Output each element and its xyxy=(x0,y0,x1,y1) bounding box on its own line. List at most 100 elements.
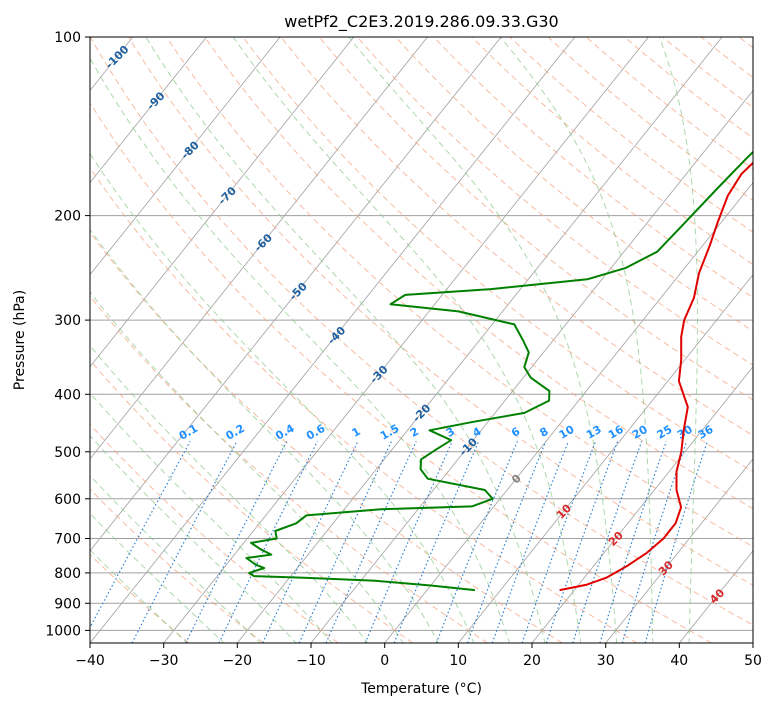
y-tick-label: 800 xyxy=(54,566,81,582)
background-line-labels: 0.1 0.2 0.4 0.6 1 1.5 2 3 4 6 8 10 13 16 20 25 30 36-100-… xyxy=(103,43,728,607)
moist-adiabat-line xyxy=(90,344,369,643)
adiabat-label: -60 xyxy=(252,231,275,254)
y-tick-label: 100 xyxy=(54,30,81,46)
moist-adiabat-line xyxy=(658,37,698,643)
y-tick-label: 300 xyxy=(54,313,81,329)
mixing-ratio-label: 0.1 xyxy=(177,422,200,443)
profile-lines xyxy=(245,150,753,592)
mixing-ratio-line xyxy=(90,441,191,629)
mixing-ratio-label: 1 xyxy=(350,425,363,440)
mixing-ratio-line xyxy=(364,441,453,643)
mixing-ratio-line xyxy=(325,441,417,643)
y-axis-ticks: 100 200 300 400 500 600 700 800 900 1000 xyxy=(45,30,90,639)
adiabat-label: 10 xyxy=(554,501,574,521)
isotherm-line xyxy=(90,37,576,643)
x-axis-ticks: −40 −30 −20 −10 0 10 20 30 40 50 xyxy=(75,643,762,669)
plot-frame xyxy=(89,36,754,644)
isotherm-line xyxy=(531,366,753,643)
moist-adiabat-line xyxy=(90,549,189,643)
isotherm-line xyxy=(457,273,753,643)
y-tick-label: 1000 xyxy=(45,623,81,639)
mixing-ratio-label: 20 xyxy=(630,423,650,442)
mixing-ratio-line xyxy=(185,441,288,643)
isotherm-line xyxy=(752,642,753,643)
mixing-ratio-line xyxy=(262,441,359,643)
x-tick-label: −40 xyxy=(75,653,105,669)
dry-adiabat-line xyxy=(90,359,414,643)
mixing-ratio-line xyxy=(298,441,392,643)
mixing-ratio-label: 2 xyxy=(408,425,421,440)
dry-adiabat-line xyxy=(204,37,753,510)
isotherm-line xyxy=(90,37,428,460)
y-tick-label: 200 xyxy=(54,209,81,225)
isotherm-line xyxy=(90,37,355,368)
y-tick-label: 500 xyxy=(54,445,81,461)
mixing-ratio-line xyxy=(466,441,547,643)
mixing-ratio-line xyxy=(644,441,708,643)
dry-adiabat-line xyxy=(90,37,753,626)
adiabat-label: -50 xyxy=(287,280,310,303)
x-axis-label: Temperature (°C) xyxy=(360,681,482,697)
dry-adiabat-line xyxy=(280,37,753,436)
x-tick-label: −30 xyxy=(149,653,179,669)
mixing-ratio-label: 16 xyxy=(606,423,626,442)
mixing-ratio-line xyxy=(599,441,667,643)
background-lines xyxy=(0,37,753,643)
isotherm-line xyxy=(90,37,281,276)
y-axis-label: Pressure (hPa) xyxy=(12,290,28,390)
dry-adiabat-line xyxy=(90,553,190,643)
moist-adiabat-line xyxy=(90,291,404,643)
mixing-ratio-label: 13 xyxy=(584,423,604,442)
isotherm-line xyxy=(0,37,59,643)
moist-adiabat-line xyxy=(90,152,475,643)
dry-adiabat-line xyxy=(700,37,753,79)
isotherm-line xyxy=(90,37,502,552)
dry-adiabat-line xyxy=(90,231,563,643)
mixing-ratio-line xyxy=(491,441,569,643)
mixing-ratio-line xyxy=(435,441,518,643)
moist-adiabat-line xyxy=(500,37,654,643)
mixing-ratio-label: 0.6 xyxy=(304,422,328,443)
mixing-ratio-label: 0.2 xyxy=(223,422,246,443)
mixing-ratio-line xyxy=(131,441,238,643)
dry-adiabat-line xyxy=(90,488,264,643)
adiabat-label: -30 xyxy=(367,363,390,386)
moist-adiabat-line xyxy=(145,37,546,643)
mixing-ratio-line xyxy=(218,441,318,643)
moist-adiabat-line xyxy=(348,37,618,643)
dry-adiabat-line xyxy=(242,37,753,473)
x-tick-label: 20 xyxy=(523,653,541,669)
mixing-ratio-line xyxy=(572,441,643,643)
adiabat-label: -90 xyxy=(144,89,167,112)
isotherm-line xyxy=(678,550,753,643)
mixing-ratio-line xyxy=(621,441,688,643)
dry-adiabat-line xyxy=(433,37,753,299)
adiabat-label: -70 xyxy=(216,184,239,207)
mixing-ratio-label: 25 xyxy=(655,423,675,442)
mixing-ratio-label: 6 xyxy=(509,425,522,440)
mixing-ratio-line xyxy=(521,441,597,643)
dry-adiabat-line xyxy=(395,37,753,332)
y-tick-label: 400 xyxy=(54,387,81,403)
adiabat-label: -100 xyxy=(103,43,132,72)
isotherm-line xyxy=(90,37,207,184)
isotherm-line xyxy=(605,458,753,643)
dry-adiabat-line xyxy=(547,37,753,201)
x-tick-label: 30 xyxy=(597,653,615,669)
mixing-ratio-label: 10 xyxy=(557,423,577,442)
x-tick-label: 40 xyxy=(670,653,688,669)
adiabat-label: 20 xyxy=(606,529,626,549)
isotherm-line xyxy=(163,37,649,643)
y-tick-label: 700 xyxy=(54,532,81,548)
isotherm-line xyxy=(236,37,723,643)
mixing-ratio-line xyxy=(545,441,619,643)
isotherm-line xyxy=(384,181,753,643)
mixing-ratio-label: 36 xyxy=(696,423,716,442)
dry-adiabat-line xyxy=(318,37,753,401)
mixing-ratio-line xyxy=(393,441,480,643)
dry-adiabat-line xyxy=(738,37,753,49)
chart-title: wetPf2_C2E3.2019.286.09.33.G30 xyxy=(284,12,558,32)
dry-adiabat-line xyxy=(357,37,753,366)
dry-adiabat-line xyxy=(90,295,488,643)
